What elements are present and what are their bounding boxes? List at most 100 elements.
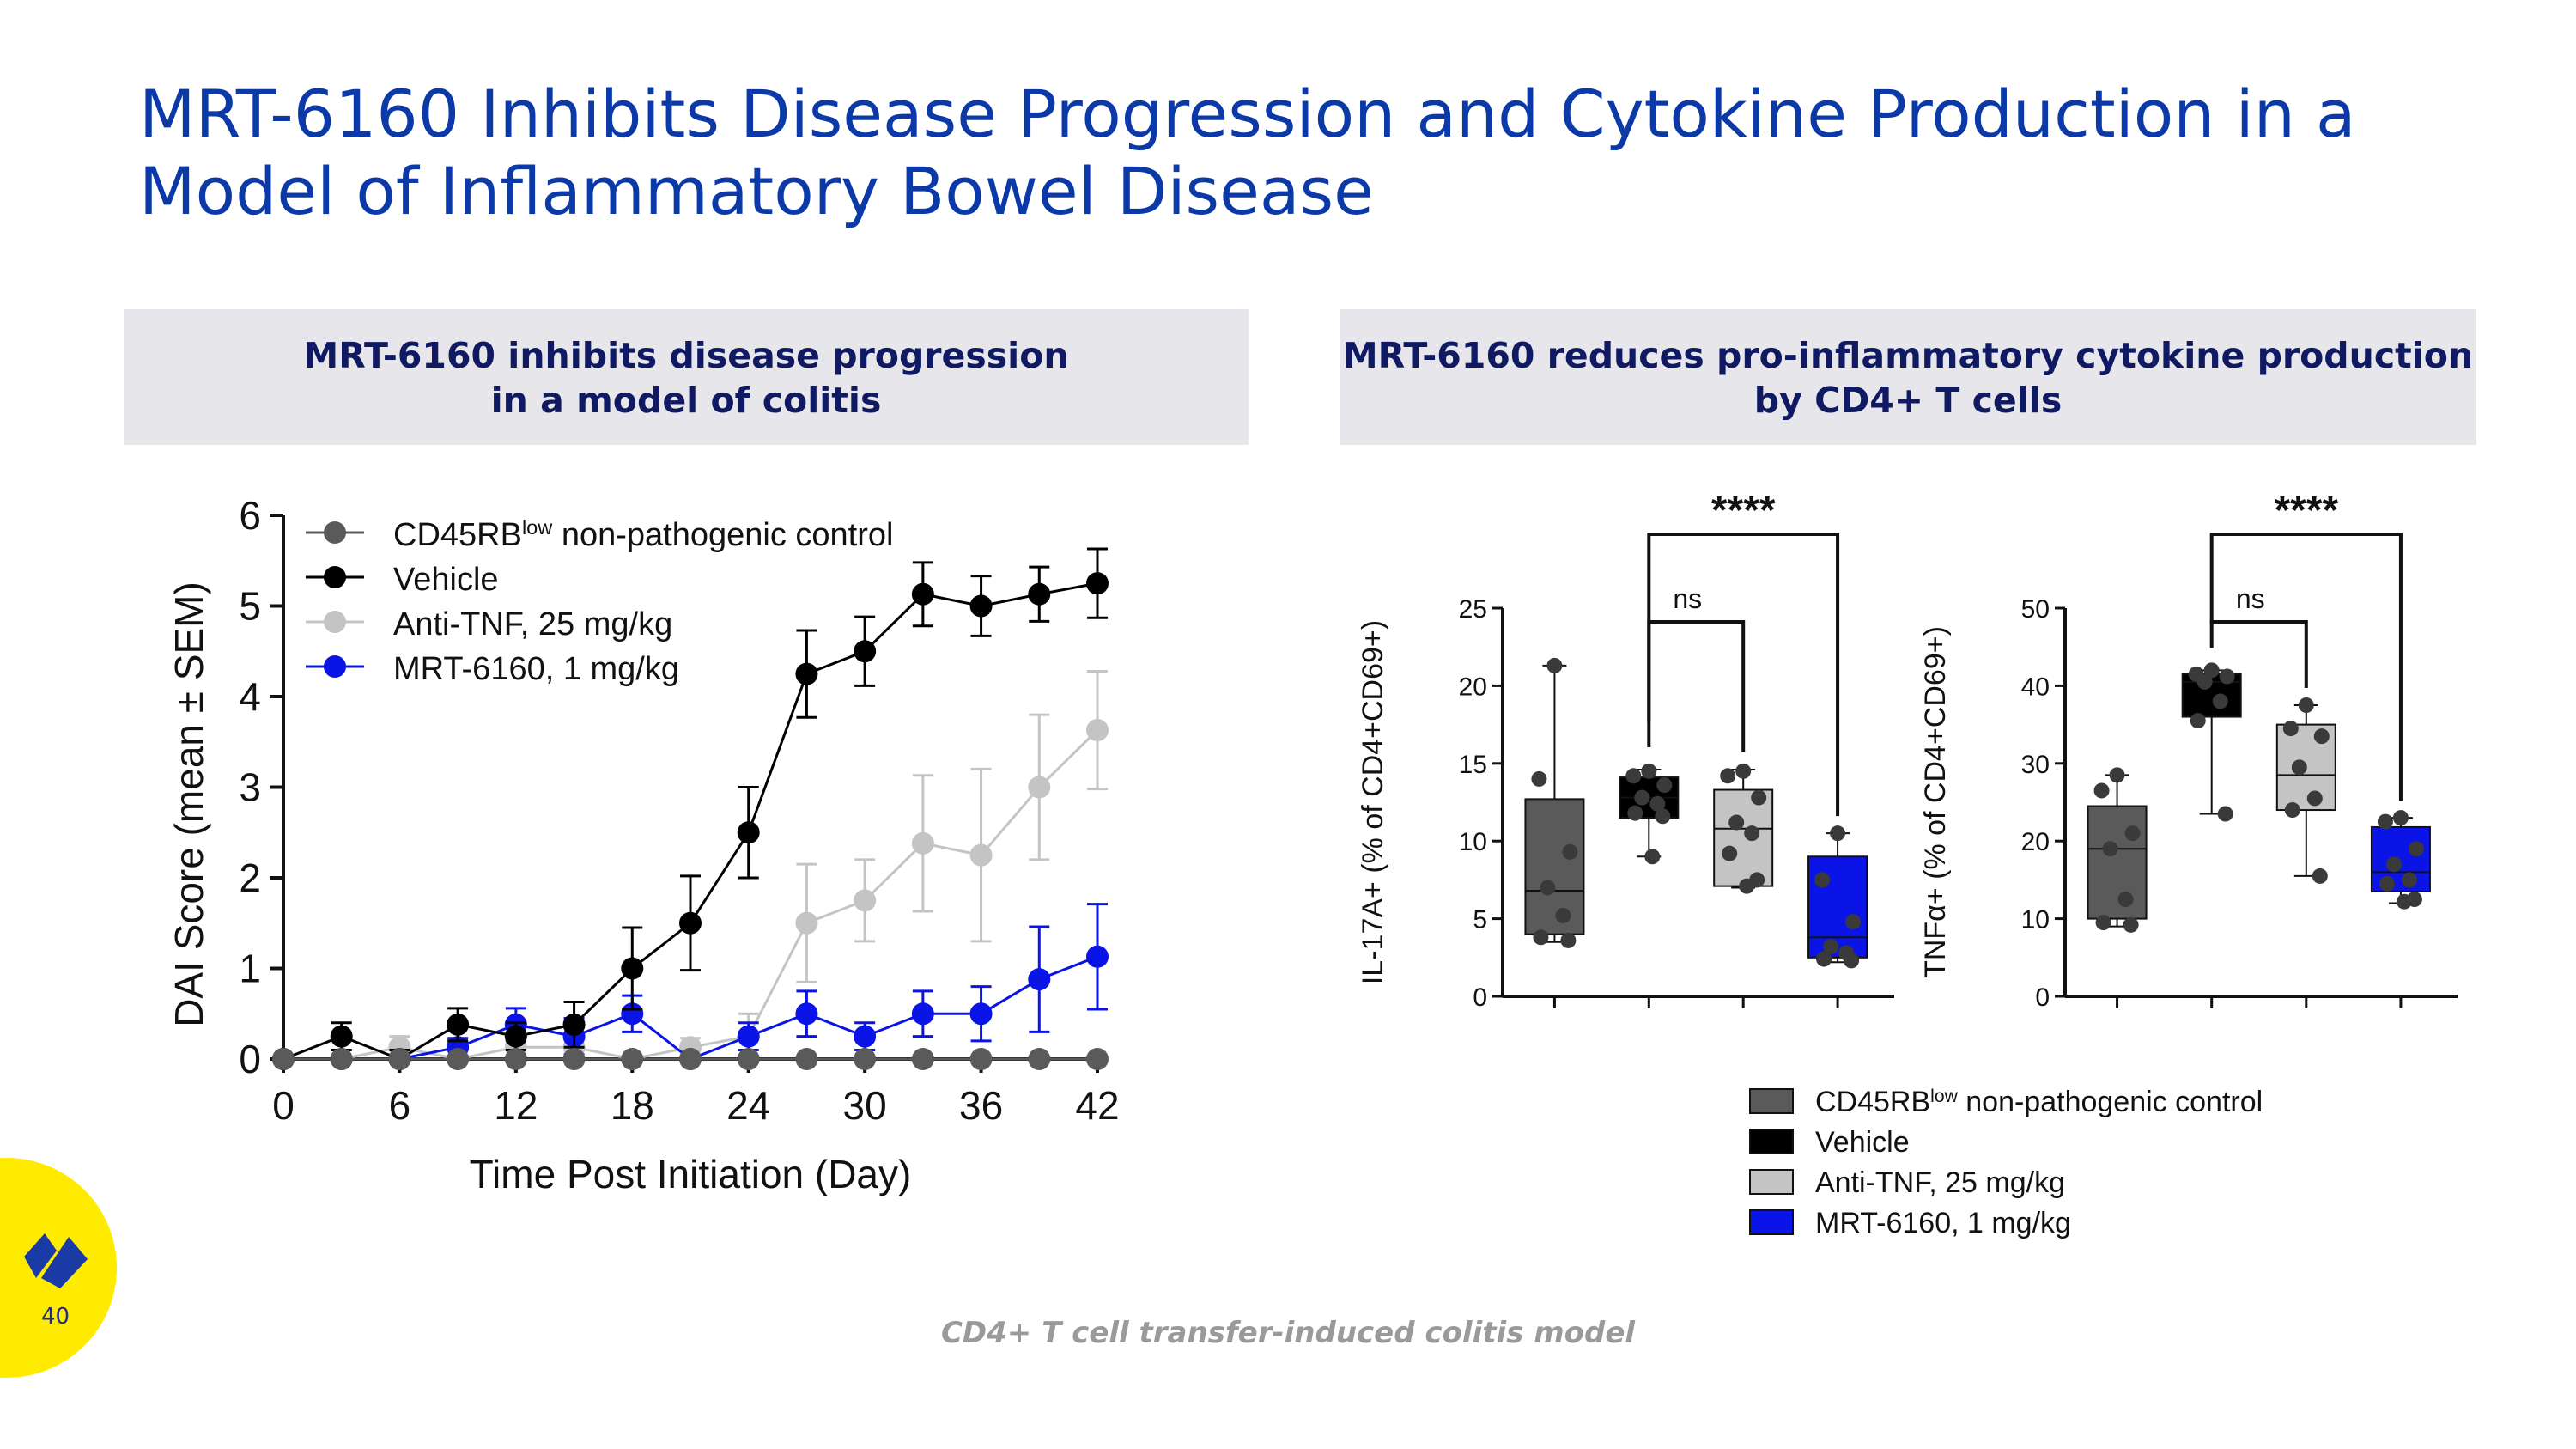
tnfa-point — [2217, 806, 2233, 822]
il17a-point — [1655, 808, 1671, 825]
tnfa-point — [2190, 713, 2206, 729]
dai-series-control — [272, 1048, 1109, 1070]
tnfa-point — [2313, 728, 2330, 745]
il17a-point — [1644, 849, 1661, 865]
tnfa-y-tick-label: 10 — [2021, 906, 2050, 935]
il17a-point — [1845, 914, 1862, 930]
tnfa-point — [2291, 759, 2307, 776]
dai-data-point — [330, 1048, 353, 1070]
il17a-point — [1844, 953, 1860, 969]
dai-data-point — [854, 640, 877, 663]
dai-y-tick-label: 6 — [239, 493, 261, 538]
tnfa-y-tick-label: 40 — [2021, 673, 2050, 701]
dai-legend-label: Vehicle — [393, 562, 499, 598]
dai-data-point — [447, 1048, 470, 1070]
il17a-point — [1562, 843, 1578, 860]
box-legend-swatch — [1749, 1169, 1794, 1195]
dai-data-point — [911, 582, 934, 606]
dai-x-tick-label: 30 — [843, 1083, 887, 1128]
il17a-y-axis-title: IL-17A+ (% of CD4+CD69+) — [1357, 620, 1389, 984]
dai-legend-marker — [324, 611, 346, 633]
il17a-point — [1735, 763, 1752, 779]
il17a-point — [1656, 777, 1673, 794]
il17a-box — [1807, 855, 1868, 959]
il17a-y-tick-label: 25 — [1459, 595, 1487, 624]
tnfa-point — [2102, 841, 2118, 857]
dai-x-tick-label: 0 — [272, 1083, 295, 1128]
il17a-point — [1823, 939, 1839, 955]
dai-data-point — [969, 1048, 993, 1070]
slide-title-line-1: MRT-6160 Inhibits Disease Progression an… — [139, 76, 2356, 152]
tnfa-point — [2377, 813, 2393, 830]
dai-data-point — [854, 889, 877, 912]
dai-data-point — [795, 662, 818, 685]
tnfa-significance-label: **** — [2274, 488, 2338, 533]
il17a-point — [1751, 789, 1767, 806]
il17a-group-vehicle — [1619, 763, 1680, 1008]
dai-y-tick-label: 2 — [239, 855, 261, 900]
dai-data-point — [504, 1025, 527, 1048]
tnfa-point — [2385, 856, 2402, 873]
dai-data-point — [562, 1013, 586, 1036]
tnfa-group-vehicle — [2181, 662, 2242, 1008]
tnfa-point — [2109, 767, 2125, 783]
dai-data-point — [737, 1048, 760, 1070]
tnfa-group-control — [2087, 767, 2148, 1008]
dai-data-point — [330, 1025, 353, 1048]
dai-legend-label: CD45RBlow non-pathogenic control — [393, 516, 893, 553]
box-legend-label: Vehicle — [1815, 1126, 1910, 1159]
tnfa-point — [2124, 825, 2141, 842]
dai-legend-marker — [324, 566, 346, 588]
box-legend-swatch — [1749, 1129, 1794, 1154]
slide-title: MRT-6160 Inhibits Disease Progression an… — [139, 76, 2458, 230]
dai-data-point — [504, 1048, 527, 1070]
dai-data-point — [1028, 582, 1051, 606]
dai-series-vehicle — [272, 547, 1109, 1070]
il17a-y-tick-label: 5 — [1473, 906, 1487, 935]
dai-data-point — [795, 911, 818, 935]
il17a-point — [1555, 907, 1571, 923]
tnfa-point — [2117, 892, 2134, 907]
il17a-ns-label: ns — [1673, 583, 1702, 614]
company-logo — [0, 1158, 117, 1378]
il17a-point — [1739, 878, 1755, 894]
il17a-group-anti_tnf — [1713, 763, 1774, 1008]
il17a-point — [1816, 951, 1832, 967]
il17a-box — [1524, 798, 1585, 935]
dai-data-point — [679, 1048, 702, 1070]
tnfa-point — [2123, 916, 2139, 933]
dai-data-point — [737, 1025, 760, 1048]
left-panel-line-2: in a model of colitis — [490, 380, 882, 421]
il17a-point — [1540, 880, 1556, 896]
tnfa-significance-bracket — [2209, 533, 2403, 801]
dai-legend-marker — [324, 521, 346, 544]
right-panel-line-2: by CD4+ T cells — [1753, 380, 2063, 421]
dai-data-point — [737, 821, 760, 844]
dai-x-tick-label: 12 — [494, 1083, 538, 1128]
dai-data-point — [1028, 1048, 1051, 1070]
dai-x-axis-title: Time Post Initiation (Day) — [470, 1152, 912, 1196]
tnfa-point — [2396, 893, 2412, 910]
footnote: CD4+ T cell transfer-induced colitis mod… — [940, 1316, 1636, 1350]
dai-legend-marker — [324, 655, 346, 678]
tnfa-y-tick-label: 50 — [2021, 595, 2050, 624]
il17a-box — [1713, 788, 1774, 887]
il17a-point — [1728, 814, 1745, 831]
logo-mark-icon — [24, 1233, 88, 1288]
dai-data-point — [854, 1048, 877, 1070]
right-panel-line-1: MRT-6160 reduces pro-inflammatory cytoki… — [1342, 335, 2474, 376]
dai-y-tick-label: 0 — [239, 1037, 261, 1081]
page-number: 40 — [41, 1304, 70, 1330]
box-legend-swatch — [1749, 1088, 1794, 1114]
tnfa-ns-label: ns — [2236, 583, 2265, 614]
dai-y-tick-label: 4 — [239, 674, 261, 719]
il17a-point — [1649, 795, 1666, 812]
il17a-y-tick-label: 10 — [1459, 828, 1487, 856]
dai-data-point — [1086, 572, 1109, 595]
dai-data-point — [854, 1025, 877, 1048]
tnfa-point — [2284, 802, 2300, 819]
il17a-point — [1722, 845, 1738, 861]
right-panel-header: MRT-6160 reduces pro-inflammatory cytoki… — [1340, 309, 2476, 445]
dai-data-point — [1086, 945, 1109, 968]
